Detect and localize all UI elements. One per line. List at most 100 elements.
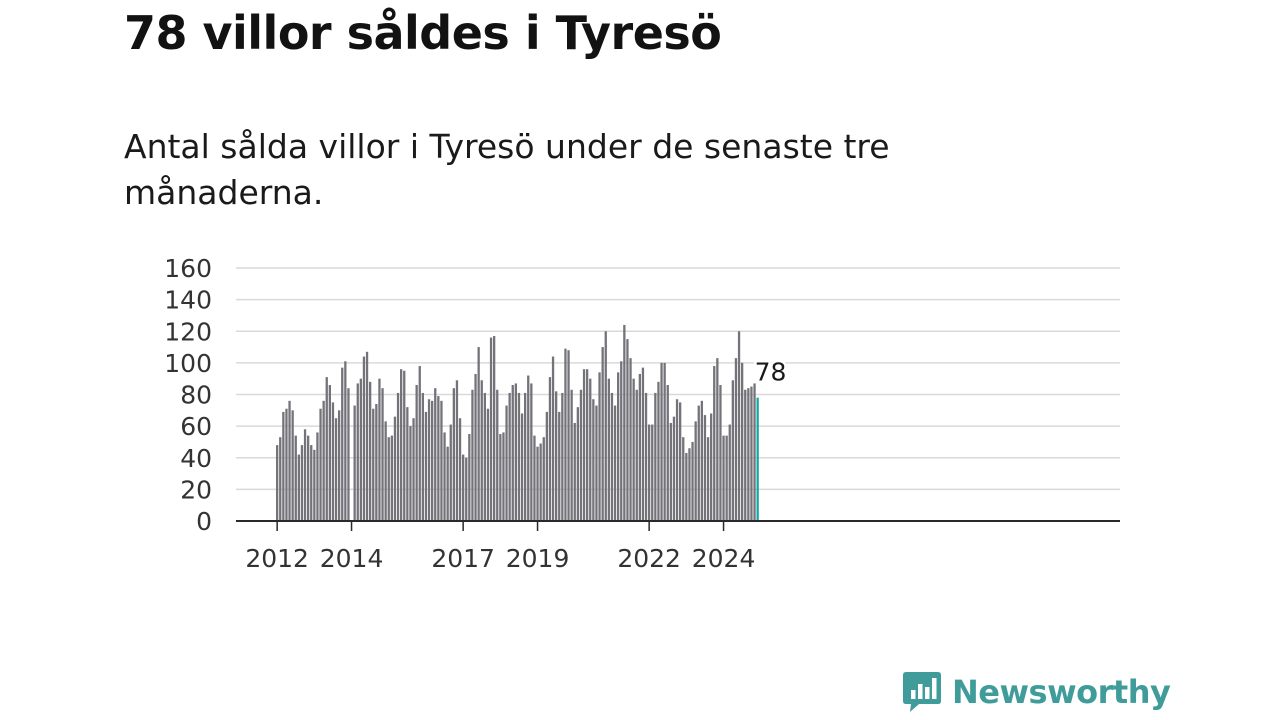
bar xyxy=(424,411,428,521)
bar xyxy=(480,380,483,521)
x-tick-label: 2024 xyxy=(692,544,756,573)
bar xyxy=(483,392,486,521)
bar xyxy=(654,392,657,521)
bar xyxy=(393,416,397,521)
bar xyxy=(719,385,722,521)
bar xyxy=(502,432,505,521)
bar xyxy=(651,424,654,521)
highlight-data-label: 78 xyxy=(755,358,787,387)
bar xyxy=(412,418,415,521)
bar xyxy=(734,358,738,521)
bar xyxy=(359,378,362,521)
bar xyxy=(465,457,468,521)
bar xyxy=(570,389,573,521)
bar xyxy=(462,454,465,521)
bar xyxy=(638,373,641,521)
bar xyxy=(409,426,412,521)
bar xyxy=(303,429,307,521)
bar xyxy=(282,411,285,521)
bar xyxy=(750,386,753,521)
bar xyxy=(524,392,527,521)
bar xyxy=(505,405,508,521)
bar xyxy=(589,378,592,521)
bar xyxy=(629,358,632,521)
bar xyxy=(325,377,328,521)
bar xyxy=(474,373,477,521)
bar xyxy=(617,372,620,521)
brand-logo: Newsworthy xyxy=(902,670,1171,714)
bar xyxy=(682,437,685,521)
bar xyxy=(279,437,282,521)
bar xyxy=(679,402,682,521)
bar xyxy=(381,388,384,521)
bar xyxy=(685,453,688,521)
bar xyxy=(592,399,595,521)
bar xyxy=(443,432,446,521)
x-tick-label: 2017 xyxy=(431,544,495,573)
bar xyxy=(288,400,291,521)
bar xyxy=(285,408,288,521)
bar xyxy=(632,378,635,521)
bar xyxy=(489,337,493,521)
bar xyxy=(691,441,694,521)
bar xyxy=(372,408,375,521)
bar xyxy=(403,370,406,521)
bar xyxy=(728,424,731,521)
bar xyxy=(406,407,409,521)
y-tick-label: 60 xyxy=(180,412,212,441)
bar xyxy=(706,437,710,521)
bar xyxy=(558,411,561,521)
bar xyxy=(539,443,542,521)
bar xyxy=(331,402,335,521)
bar xyxy=(527,375,530,521)
bar xyxy=(390,435,393,521)
bar xyxy=(511,385,514,521)
bar xyxy=(455,380,459,521)
bar xyxy=(741,362,744,521)
bar xyxy=(561,392,564,521)
bar xyxy=(437,396,440,521)
bar xyxy=(744,389,747,521)
bar xyxy=(362,356,366,521)
bar xyxy=(353,405,356,521)
y-tick-label: 20 xyxy=(180,475,212,504)
bar xyxy=(716,358,719,521)
bar xyxy=(586,369,589,521)
bar xyxy=(300,445,304,521)
bar xyxy=(508,392,511,521)
bar xyxy=(387,437,390,521)
bar xyxy=(595,405,598,521)
bar xyxy=(396,392,400,521)
bar xyxy=(737,331,741,521)
bar xyxy=(663,362,666,521)
brand-name: Newsworthy xyxy=(952,673,1171,711)
bar xyxy=(328,385,331,521)
bar xyxy=(458,418,462,521)
y-tick-label: 80 xyxy=(180,381,212,410)
bar xyxy=(533,435,536,521)
bar xyxy=(582,369,586,521)
bar xyxy=(449,424,452,521)
bar xyxy=(477,347,480,521)
bar xyxy=(648,424,651,521)
bar xyxy=(694,421,697,521)
bar xyxy=(356,383,359,521)
y-tick-label: 100 xyxy=(164,349,212,378)
bar xyxy=(434,388,437,521)
bar xyxy=(514,383,517,521)
bar xyxy=(431,400,434,521)
bar xyxy=(486,408,490,521)
chart-title: 78 villor såldes i Tyresö xyxy=(124,6,722,60)
bar xyxy=(378,378,381,521)
bar xyxy=(421,392,424,521)
bar xyxy=(319,408,322,521)
bar xyxy=(725,435,728,521)
bar xyxy=(452,388,455,521)
bar xyxy=(471,389,474,521)
bar xyxy=(564,348,567,521)
bar xyxy=(548,377,552,521)
bar xyxy=(307,435,310,521)
bar xyxy=(276,445,279,521)
bar xyxy=(641,367,645,521)
bar xyxy=(294,435,297,521)
